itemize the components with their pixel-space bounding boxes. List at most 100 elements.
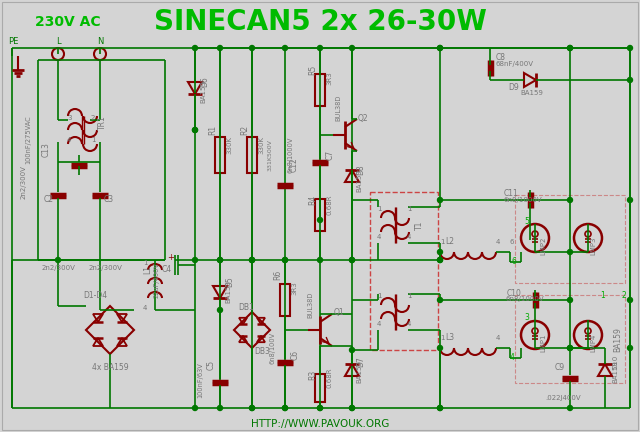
Text: C2: C2 — [44, 196, 54, 204]
Text: L2: L2 — [445, 238, 454, 247]
Text: T1: T1 — [415, 220, 424, 230]
Text: 3R3: 3R3 — [291, 281, 297, 295]
Circle shape — [250, 257, 255, 263]
Text: L3: L3 — [445, 334, 454, 343]
Text: R1: R1 — [208, 125, 217, 135]
Text: 4: 4 — [377, 321, 381, 327]
Bar — [215, 137, 225, 173]
Circle shape — [568, 406, 573, 410]
Circle shape — [568, 45, 573, 51]
Text: C10: C10 — [507, 289, 522, 298]
Text: 330K: 330K — [226, 136, 232, 154]
Text: C11: C11 — [504, 188, 519, 197]
Circle shape — [282, 257, 287, 263]
Text: C12: C12 — [290, 158, 299, 172]
Circle shape — [349, 257, 355, 263]
Text: 0.68R: 0.68R — [326, 368, 332, 388]
Text: 68nF/400V: 68nF/400V — [496, 61, 534, 67]
Text: 3R3: 3R3 — [326, 71, 332, 85]
Circle shape — [250, 406, 255, 410]
Text: D10: D10 — [612, 355, 618, 369]
Text: D5: D5 — [225, 276, 234, 287]
Text: BA159: BA159 — [614, 327, 623, 353]
Text: 2: 2 — [91, 115, 95, 121]
Text: 1: 1 — [407, 293, 412, 299]
Text: R2: R2 — [240, 125, 249, 135]
Text: SINECAN5 2x 26-30W: SINECAN5 2x 26-30W — [154, 8, 486, 36]
Text: 0.68R: 0.68R — [326, 195, 332, 215]
Bar — [315, 199, 325, 231]
Text: C4: C4 — [162, 266, 172, 274]
Text: 230V AC: 230V AC — [35, 15, 101, 29]
Text: C3: C3 — [104, 196, 114, 204]
Text: 2n2/300V: 2n2/300V — [88, 265, 122, 271]
Circle shape — [349, 347, 355, 353]
Text: R6: R6 — [273, 270, 282, 280]
Circle shape — [317, 257, 323, 263]
Text: 3: 3 — [524, 314, 529, 323]
Circle shape — [627, 45, 632, 51]
Circle shape — [568, 45, 573, 51]
Text: 6n8/1000V: 6n8/1000V — [504, 197, 543, 203]
Text: 4: 4 — [67, 137, 72, 143]
Text: BA159: BA159 — [612, 361, 618, 384]
Text: C5: C5 — [207, 360, 216, 370]
Text: 5: 5 — [524, 217, 529, 226]
Text: R4: R4 — [308, 195, 317, 205]
Text: 4: 4 — [496, 335, 500, 341]
Circle shape — [349, 406, 355, 410]
Circle shape — [438, 406, 442, 410]
Circle shape — [438, 45, 442, 51]
Circle shape — [438, 346, 442, 350]
Circle shape — [218, 45, 223, 51]
Circle shape — [56, 257, 61, 263]
Circle shape — [349, 257, 355, 263]
Bar — [280, 284, 290, 316]
Circle shape — [438, 45, 442, 51]
Bar — [515, 195, 625, 283]
Text: C6: C6 — [291, 350, 300, 360]
Text: L: L — [56, 38, 60, 47]
Circle shape — [282, 406, 287, 410]
Circle shape — [218, 257, 223, 263]
Bar — [515, 295, 625, 383]
Circle shape — [317, 406, 323, 410]
Text: 22uF/400V: 22uF/400V — [154, 262, 160, 298]
Circle shape — [317, 45, 323, 51]
Circle shape — [193, 45, 198, 51]
Text: 2: 2 — [622, 292, 627, 301]
Bar — [370, 192, 438, 350]
Text: LMP3: LMP3 — [590, 236, 596, 255]
Text: BUL38D: BUL38D — [335, 95, 341, 121]
Text: TR1: TR1 — [98, 115, 107, 130]
Text: .022J400V: .022J400V — [545, 395, 580, 401]
Circle shape — [218, 406, 223, 410]
Circle shape — [349, 45, 355, 51]
Text: C13: C13 — [42, 143, 51, 157]
Circle shape — [568, 346, 573, 350]
Text: N: N — [97, 38, 103, 47]
Text: 100nF/275VAC: 100nF/275VAC — [25, 116, 31, 164]
Text: 4: 4 — [143, 305, 147, 311]
Text: 6n8/100V: 6n8/100V — [269, 332, 275, 364]
Text: 1: 1 — [440, 239, 445, 245]
Text: 1: 1 — [600, 292, 605, 301]
Circle shape — [568, 250, 573, 254]
Text: D1-D4: D1-D4 — [83, 290, 107, 299]
Text: BUL38D: BUL38D — [307, 292, 313, 318]
Circle shape — [250, 257, 255, 263]
Bar — [247, 137, 257, 173]
Text: 1: 1 — [143, 260, 147, 266]
Text: BA159: BA159 — [356, 170, 362, 192]
Text: HTTP://WWW.PAVOUK.ORG: HTTP://WWW.PAVOUK.ORG — [251, 419, 389, 429]
Text: D8: D8 — [356, 165, 365, 175]
Text: L1: L1 — [143, 266, 152, 274]
Text: LMP2: LMP2 — [540, 237, 546, 255]
Text: 6: 6 — [512, 257, 517, 267]
Circle shape — [349, 406, 355, 410]
Text: 1: 1 — [91, 137, 95, 143]
Circle shape — [627, 346, 632, 350]
Circle shape — [438, 406, 442, 410]
Text: R5: R5 — [308, 65, 317, 75]
Circle shape — [438, 257, 442, 263]
